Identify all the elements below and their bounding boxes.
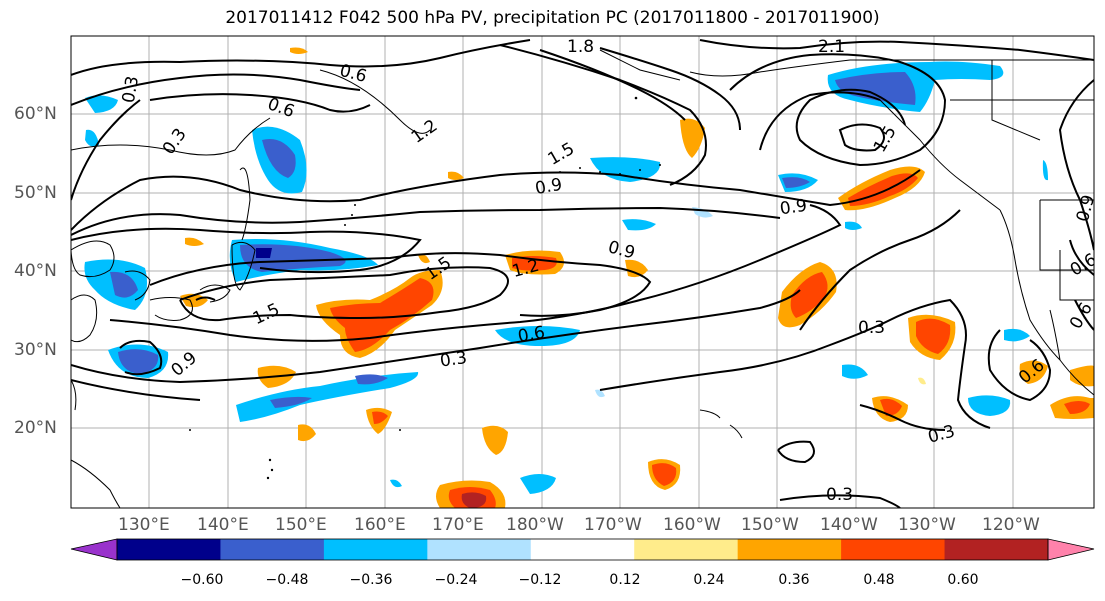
lon-label: 130°E [118,515,170,535]
contour-label: 0.9 [534,175,564,199]
contour-label: 2.1 [818,37,845,57]
coastlines [71,49,1094,508]
lon-label: 150°E [275,515,327,535]
contour-label: 0.3 [826,485,853,505]
colorbar-tick-label: −0.12 [518,572,562,588]
lon-label: 180°W [506,515,564,535]
colorbar-cell [323,539,428,560]
colorbar-cell [117,539,221,560]
colorbar-cell [427,539,532,560]
colorbar-cell [220,539,325,560]
colorbar-tick-label: 0.60 [947,572,979,588]
colorbar-tick-label: −0.36 [349,572,393,588]
colorbar-tick-label: −0.60 [180,572,224,588]
lon-label: 130°W [898,515,956,535]
contour-label: 0.3 [858,318,885,338]
colorbar-cell [530,539,635,560]
colorbar-cell [737,539,842,560]
contour-label: 0.6 [516,323,546,347]
colorbar-tick-label: 0.48 [863,572,895,588]
lon-label: 160°E [354,515,406,535]
lon-label: 170°E [432,515,484,535]
lat-label: 30°N [14,340,57,360]
contour-label: 0.9 [779,196,809,220]
colorbar [70,538,1095,561]
lon-label: 160°W [663,515,721,535]
colorbar-right-extension [1047,538,1095,561]
colorbar-tick-label: 0.12 [609,572,641,588]
colorbar-tick-label: −0.24 [434,572,478,588]
pv-contours [71,39,1094,508]
lat-label: 20°N [14,418,57,438]
figure-title: 2017011412 F042 500 hPa PV, precipitatio… [225,8,880,28]
lon-label: 140°W [820,515,878,535]
colorbar-tick-label: 0.36 [778,572,810,588]
contour-label: 0.9 [1073,193,1099,224]
contour-label: 1.8 [567,37,594,57]
colorbar-tick-label: −0.48 [265,572,309,588]
colorbar-cell [634,539,739,560]
positive-precip-shading [180,47,1094,508]
lat-label: 40°N [14,261,57,281]
contour-label: 0.3 [119,75,143,105]
map-frame [70,35,1095,509]
colorbar-tick-label: 0.24 [693,572,725,588]
lat-label: 60°N [14,104,57,124]
island-dots [189,96,661,480]
colorbar-left-extension [70,538,118,561]
contour-label: 0.3 [439,348,469,372]
lon-label: 140°E [197,515,249,535]
colorbar-cell [841,539,946,560]
lon-label: 120°W [982,515,1040,535]
colorbar-cell [944,539,1049,560]
lon-label: 150°W [741,515,799,535]
lon-label: 170°W [584,515,642,535]
lat-label: 50°N [14,183,57,203]
